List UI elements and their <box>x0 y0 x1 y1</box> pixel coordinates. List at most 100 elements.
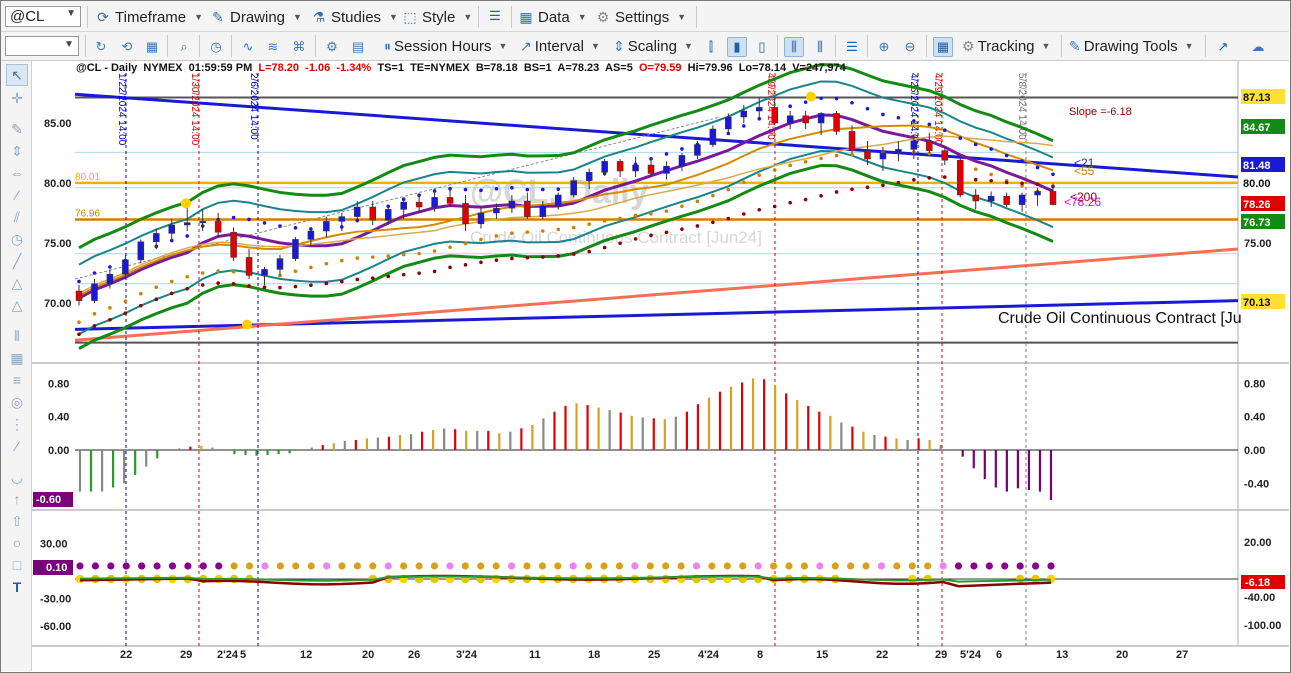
ma-55-dot <box>711 193 715 198</box>
vertical-marker-label: 2/6/2024 14:00 <box>248 73 259 140</box>
vertical-marker-label: 1/22/2024 14:00 <box>116 73 127 146</box>
gann-icon[interactable]: ◎ <box>10 393 24 410</box>
zoom-search-icon[interactable]: ⌕ <box>180 39 188 54</box>
oscillator-top-dot <box>153 562 161 570</box>
cloud-icon[interactable]: ☁ <box>1251 39 1265 54</box>
grid-view-icon[interactable]: ▦ <box>933 37 953 57</box>
momentum-badge <box>33 492 73 507</box>
scan-icon[interactable]: ⌘ <box>292 39 306 54</box>
ma-55-dot <box>695 199 700 204</box>
info-change-pct: -1.34% <box>336 62 372 74</box>
oscillator-top-dot <box>677 562 685 570</box>
refresh-icon[interactable]: ↻ <box>95 39 107 54</box>
scaling-icon: ⇕ <box>613 37 625 54</box>
price-axis-label: 80.00 <box>44 178 72 190</box>
interval-combobox[interactable]: ▼ <box>5 36 79 56</box>
style-menu[interactable]: ⬚ Style ▼ <box>402 7 472 27</box>
ma-200-dot <box>757 207 762 212</box>
info-bid: B=78.18 <box>475 62 518 74</box>
arrow-icon[interactable]: ⇧ <box>11 512 23 529</box>
rectangle-icon[interactable]: □ <box>12 557 22 573</box>
lines-icon[interactable]: ≡ <box>12 372 22 388</box>
chevron-down-icon[interactable]: ▼ <box>66 8 76 19</box>
ma-200-dot <box>896 180 901 185</box>
bars-icon[interactable]: ⫼ <box>817 39 823 54</box>
cursor-icon[interactable]: ↖ <box>6 64 28 86</box>
compare-icon[interactable]: ≋ <box>267 39 279 54</box>
ma-200-dot <box>510 256 514 261</box>
drawing-tools-menu[interactable]: ✎ Drawing Tools ▼ <box>1069 36 1194 56</box>
arc-icon[interactable]: ◡ <box>10 468 24 485</box>
ma-21-dot <box>973 142 978 147</box>
triangle-icon[interactable]: △ <box>11 274 23 291</box>
vertical-marker-label: 5/8/2024 14:00 <box>1016 73 1027 140</box>
x-axis-label: 8 <box>757 649 763 661</box>
candle-body <box>1034 191 1041 196</box>
tracking-menu[interactable]: ⚙ Tracking ▼ <box>962 36 1050 56</box>
zoom-in-icon[interactable]: ⊕ <box>878 39 890 54</box>
settings-menu[interactable]: ⚙ Settings ▼ <box>595 7 686 27</box>
text-icon[interactable]: T <box>12 579 22 595</box>
triangle-outline-icon[interactable]: △ <box>11 296 23 313</box>
bars-selected-icon[interactable]: ⫼ <box>784 37 804 57</box>
toolbar-separator <box>835 35 836 57</box>
settings-small-icon[interactable]: ⚙ <box>326 39 338 54</box>
refresh-all-icon[interactable]: ⟲ <box>121 39 133 54</box>
ray-icon[interactable]: ╱ <box>12 252 22 269</box>
oscillator-top-dot <box>954 562 963 570</box>
pitchfork-icon[interactable]: ⋮ <box>10 415 24 432</box>
toolbar-separator <box>231 35 232 57</box>
symbol-combobox[interactable]: @CL ▼ <box>5 6 81 27</box>
zoom-out-icon[interactable]: ⊖ <box>904 39 916 54</box>
studies-menu[interactable]: ⚗ Studies ▼ <box>311 7 398 27</box>
oscillator-top-dot <box>970 562 978 570</box>
channel-icon[interactable]: ⫽ <box>13 208 21 225</box>
vertical-line-icon[interactable]: ⇕ <box>11 142 23 159</box>
session-hours-menu[interactable]: ⏸ Session Hours ▼ <box>384 36 507 56</box>
layout-icon[interactable]: ☰ <box>489 8 501 23</box>
crosshair-icon[interactable]: ✛ <box>11 89 23 106</box>
table-icon[interactable]: ▤ <box>351 39 365 54</box>
grid-icon[interactable]: ▦ <box>145 39 159 54</box>
candle-body <box>307 230 315 240</box>
ma-200-dot <box>571 252 576 256</box>
timeframe-menu[interactable]: ⟳ Timeframe ▼ <box>95 7 203 27</box>
ellipse-icon[interactable]: ○ <box>12 535 22 551</box>
ma-55-dot <box>850 152 854 157</box>
bar-chart-icon[interactable]: ⫿ <box>708 39 714 54</box>
toolbar-separator <box>478 6 479 28</box>
trend-icon[interactable]: ↗ <box>1217 39 1229 54</box>
candle-body <box>1049 191 1057 205</box>
ma-55-dot <box>649 211 653 216</box>
horizontal-line-icon[interactable]: ⇔ <box>10 165 24 181</box>
hollow-candle-icon[interactable]: ▯ <box>758 39 766 54</box>
chevron-down-icon[interactable]: ▼ <box>64 39 74 50</box>
ma-200-dot <box>278 285 282 290</box>
scaling-menu[interactable]: ⇕ Scaling ▼ <box>613 36 693 56</box>
andrews-icon[interactable]: ⁄ <box>15 438 19 454</box>
layout-icon[interactable]: ☰ <box>846 39 858 54</box>
speed-icon[interactable]: ◷ <box>10 230 24 247</box>
oscillator-signal-dot <box>661 574 670 584</box>
wave-icon[interactable]: ∿ <box>242 39 254 54</box>
arrow-up-icon[interactable]: ↑ <box>13 491 21 507</box>
ma-200-dot <box>973 177 978 182</box>
data-menu[interactable]: ▦ Data ▼ <box>518 7 586 27</box>
ma-55-dot <box>633 213 638 218</box>
clock-icon[interactable]: ◷ <box>210 39 222 54</box>
caret-icon: ▼ <box>194 12 204 22</box>
ma-55-dot <box>525 230 530 234</box>
interval-menu[interactable]: ↗ Interval ▼ <box>520 36 600 56</box>
candlestick-icon[interactable]: ▮ <box>727 37 747 57</box>
ma-200-dot <box>850 187 854 192</box>
oscillator-top-dot <box>215 562 223 570</box>
trendline-icon[interactable]: ⁄ <box>15 187 19 203</box>
bars-icon[interactable]: ⦀ <box>13 327 21 344</box>
drawing-menu[interactable]: ✎ Drawing ▼ <box>210 7 302 27</box>
wrench-icon[interactable]: ✎ <box>11 120 23 137</box>
fibonacci-icon[interactable]: ▦ <box>10 349 24 366</box>
candle-body <box>323 221 330 232</box>
info-time: 01:59:59 PM <box>188 62 253 74</box>
oscillator-top-dot <box>538 562 546 570</box>
